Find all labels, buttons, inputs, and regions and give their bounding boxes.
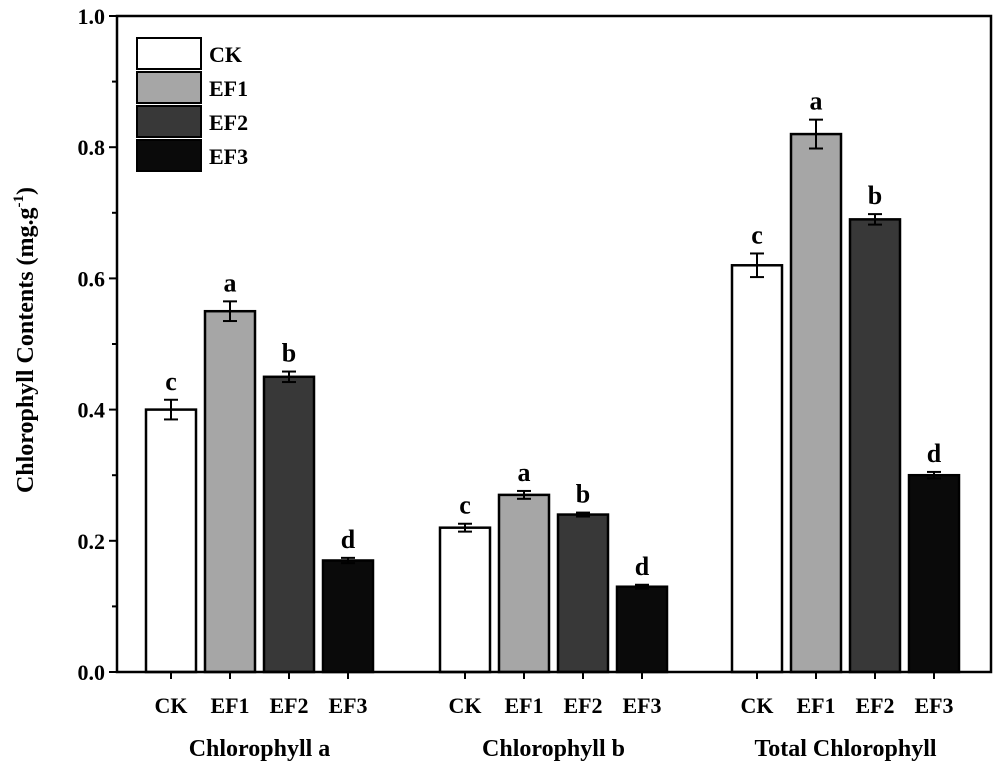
group-label: Chlorophyll a [189,736,331,762]
significance-letter: b [868,181,882,210]
y-tick-label: 0.2 [78,529,106,554]
x-tick-label: EF2 [855,693,894,718]
group-label: Total Chlorophyll [754,736,936,762]
y-axis-title-close: ) [13,187,39,195]
bar-total-chlorophyll-ef1 [789,132,843,674]
legend-swatch-ef3 [136,139,202,172]
significance-letter: c [459,491,471,520]
x-tick-label: EF3 [622,693,661,718]
y-tick-label: 0.4 [78,398,106,423]
x-tick-label: EF2 [563,693,602,718]
legend-label-ck: CK [209,42,242,67]
plot-area: c a b d c a b d c a b d [144,87,961,674]
bar-chlorophyll-a-ef1 [203,309,257,674]
group-label: Chlorophyll b [482,736,625,762]
x-tick-label: EF1 [504,693,543,718]
bar-total-chlorophyll-ef3 [907,473,961,674]
legend-label-ef3: EF3 [209,144,248,169]
x-tick-label: CK [449,693,482,718]
bar-chlorophyll-a-ef2 [262,375,316,674]
significance-letter: d [341,525,356,554]
bar-total-chlorophyll-ef2 [848,218,902,674]
significance-letter: a [224,268,237,297]
x-tick-label: CK [155,693,188,718]
significance-letter: b [576,480,590,509]
bar-chlorophyll-b-ef2 [556,513,610,674]
bar-total-chlorophyll-ck [730,264,784,674]
x-tick-label: EF1 [796,693,835,718]
legend-swatch-ck [136,37,202,70]
significance-letter: d [635,552,650,581]
legend-label-ef1: EF1 [209,76,248,101]
y-tick-label: 0.0 [78,660,106,685]
y-axis-title-superscript: -1 [11,195,27,208]
y-tick-label: 0.8 [78,135,106,160]
y-tick-label: 1.0 [78,4,106,29]
significance-letter: a [518,458,531,487]
significance-letter: d [927,439,942,468]
y-axis-title-main: Chlorophyll Contents (mg.g [13,207,39,493]
axes: 0.0 0.2 0.4 0.6 0.8 1.0 CK EF1 EF2 EF3 Chlorophyll… [78,4,993,762]
y-tick-label: 0.6 [78,266,106,291]
bar-chlorophyll-b-ef3 [615,585,669,674]
legend-label-ef2: EF2 [209,110,248,135]
bar-chlorophyll-a-ck [144,408,198,674]
significance-letter: c [165,367,177,396]
x-tick-label: CK [741,693,774,718]
x-tick-label: EF2 [269,693,308,718]
legend-swatch-ef2 [136,105,202,138]
bar-chlorophyll-a-ef3 [321,559,375,674]
significance-letter: c [751,220,763,249]
x-tick-label: EF3 [328,693,367,718]
bar-chlorophyll-b-ck [438,526,492,674]
significance-letter: a [810,87,823,116]
legend-swatch-ef1 [136,71,202,104]
y-axis-title: Chlorophyll Contents (mg.g-1) [11,187,39,493]
x-tick-label: EF1 [210,693,249,718]
significance-letter: b [282,339,296,368]
bar-chlorophyll-b-ef1 [497,493,551,674]
x-tick-label: EF3 [914,693,953,718]
legend: CK EF1 EF2 EF3 [136,37,248,172]
